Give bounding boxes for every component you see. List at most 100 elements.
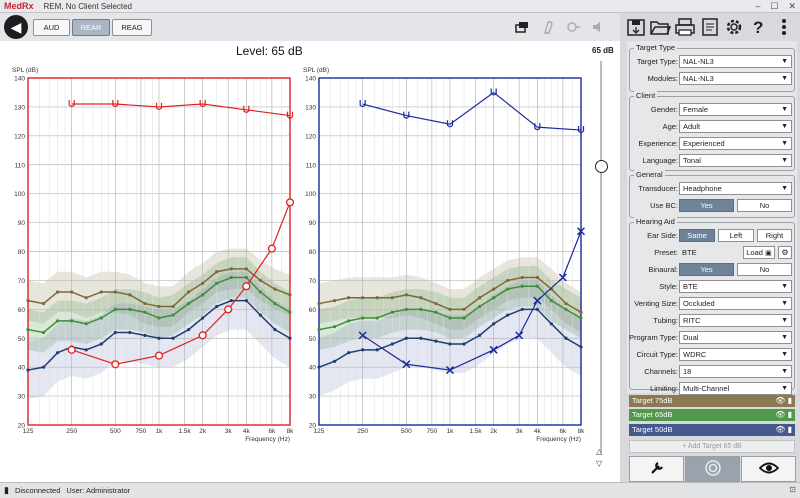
use-bc-yes-button[interactable]: Yes (679, 199, 734, 212)
maximize-button[interactable]: ☐ (770, 1, 779, 11)
target-65-point (549, 299, 553, 303)
level-slider-track[interactable] (600, 61, 602, 453)
measured-point (154, 351, 164, 360)
gender-select[interactable]: Female ▼ (679, 103, 792, 116)
experience-select[interactable]: Experienced ▼ (679, 137, 792, 150)
y-tick-label: 50 (309, 336, 317, 343)
modules-select[interactable]: NAL-NL3 ▼ (679, 72, 792, 85)
target-65-point (171, 313, 175, 317)
channels-select[interactable]: 18 ▼ (679, 365, 792, 378)
target-75-bar[interactable]: Target 75dB 👁 ▮ (629, 395, 795, 407)
chevron-down-icon: ▼ (781, 157, 788, 164)
target-75-point (143, 301, 147, 306)
y-tick-label: 90 (309, 220, 317, 227)
open-folder-icon[interactable] (648, 15, 672, 39)
hearing-aid-icon[interactable] (540, 19, 556, 35)
transducer-select[interactable]: Headphone ▼ (679, 182, 792, 195)
back-button[interactable]: ◀ (4, 15, 28, 39)
target-75-point (113, 290, 117, 294)
tab-aud[interactable]: AUD (33, 19, 70, 36)
report-icon[interactable] (698, 15, 722, 39)
tab-rear[interactable]: REAR (72, 19, 110, 36)
target-50-point (478, 333, 482, 337)
ear-side-same-button[interactable]: Same (679, 229, 715, 242)
save-icon[interactable] (624, 15, 648, 39)
speaker-icon[interactable] (590, 19, 606, 35)
target-50-point (332, 359, 337, 363)
program-type-value: Dual (683, 333, 699, 342)
minimize-button[interactable]: – (755, 1, 761, 11)
trash-icon[interactable]: ▮ (787, 396, 792, 405)
target-type-value: NAL-NL3 (683, 57, 714, 66)
target-type-group: Target Type Target Type: NAL-NL3 ▼ Module… (629, 43, 795, 92)
binaural-no-button[interactable]: No (737, 263, 792, 276)
age-select[interactable]: Adult ▼ (679, 120, 792, 133)
gender-value: Female (683, 105, 709, 114)
target-50-point (157, 336, 161, 340)
eye-icon[interactable]: 👁 (775, 425, 786, 434)
y-tick-label: 120 (14, 133, 25, 140)
add-target-button[interactable]: + Add Target 65 dB (629, 440, 795, 453)
target-type-select[interactable]: NAL-NL3 ▼ (679, 55, 792, 68)
tab-reag[interactable]: REAG (112, 19, 152, 36)
user-label: User: Administrator (66, 486, 131, 495)
target-50-point (26, 368, 30, 372)
target-50-point (564, 336, 568, 340)
target-50-point (84, 348, 88, 352)
target-50-point (434, 339, 438, 343)
program-type-select[interactable]: Dual ▼ (679, 331, 792, 344)
venting-select[interactable]: Occluded ▼ (679, 297, 792, 310)
level-slider-knob[interactable] (595, 160, 608, 174)
tab-tools[interactable] (629, 456, 684, 482)
client-group: Client Gender: Female ▼ Age: Adult ▼ Exper… (629, 91, 795, 171)
rem-charts: 20 30 40 50 60 70 80 90 100 110 120 130 140 125 250 500… (12, 67, 585, 443)
eye-icon[interactable]: 👁 (775, 396, 786, 405)
target-65-point (70, 319, 74, 323)
target-50-point (549, 322, 553, 326)
language-select[interactable]: Tonal ▼ (679, 154, 792, 167)
use-bc-no-button[interactable]: No (737, 199, 792, 212)
x-tick-label: 500 (110, 428, 121, 435)
target-65-point (56, 319, 60, 323)
target-50-point (99, 342, 103, 346)
target-65-point (462, 316, 466, 320)
measured-point (489, 345, 498, 354)
measured-line (71, 202, 291, 365)
target-50-bar[interactable]: Target 50dB 👁 ▮ (629, 424, 795, 436)
preset-settings-button[interactable]: ⚙ (778, 246, 792, 259)
limiting-select[interactable]: Multi-Channel ▼ (679, 382, 792, 395)
tab-targets[interactable] (685, 456, 740, 482)
slider-down-arrow-icon[interactable]: ▽ (596, 459, 603, 468)
measured-point (224, 305, 233, 314)
target-65-point (520, 284, 524, 288)
target-75-point (26, 299, 30, 303)
window-icon[interactable] (514, 19, 530, 35)
target-75-point (99, 290, 103, 294)
slider-up-arrow-icon[interactable]: △ (596, 447, 603, 456)
language-value: Tonal (683, 156, 701, 165)
help-icon[interactable]: ? (746, 15, 770, 39)
trash-icon[interactable]: ▮ (787, 425, 792, 434)
mpo-point (577, 126, 585, 134)
preset-load-button[interactable]: Load ▣ (743, 246, 775, 259)
y-tick-label: 80 (18, 249, 26, 256)
target-75-label: Target 75dB (632, 396, 673, 405)
probe-icon[interactable] (565, 19, 581, 35)
print-icon[interactable] (673, 15, 697, 39)
eye-icon[interactable]: 👁 (775, 410, 786, 419)
tubing-select[interactable]: RITC ▼ (679, 314, 792, 327)
circuit-type-select[interactable]: WDRC ▼ (679, 348, 792, 361)
y-tick-label: 60 (18, 307, 26, 314)
window-controls: – ☐ ✕ (755, 1, 796, 12)
ear-side-right-button[interactable]: Right (757, 229, 792, 242)
target-75-point (390, 296, 394, 300)
close-button[interactable]: ✕ (788, 1, 796, 11)
style-select[interactable]: BTE ▼ (679, 280, 792, 293)
target-65-bar[interactable]: Target 65dB 👁 ▮ (629, 409, 795, 421)
gear-icon[interactable] (722, 15, 746, 39)
binaural-yes-button[interactable]: Yes (679, 263, 734, 276)
trash-icon[interactable]: ▮ (787, 410, 792, 419)
ear-side-left-button[interactable]: Left (718, 229, 754, 242)
more-vert-icon[interactable] (772, 15, 796, 39)
tab-view[interactable] (741, 456, 796, 482)
